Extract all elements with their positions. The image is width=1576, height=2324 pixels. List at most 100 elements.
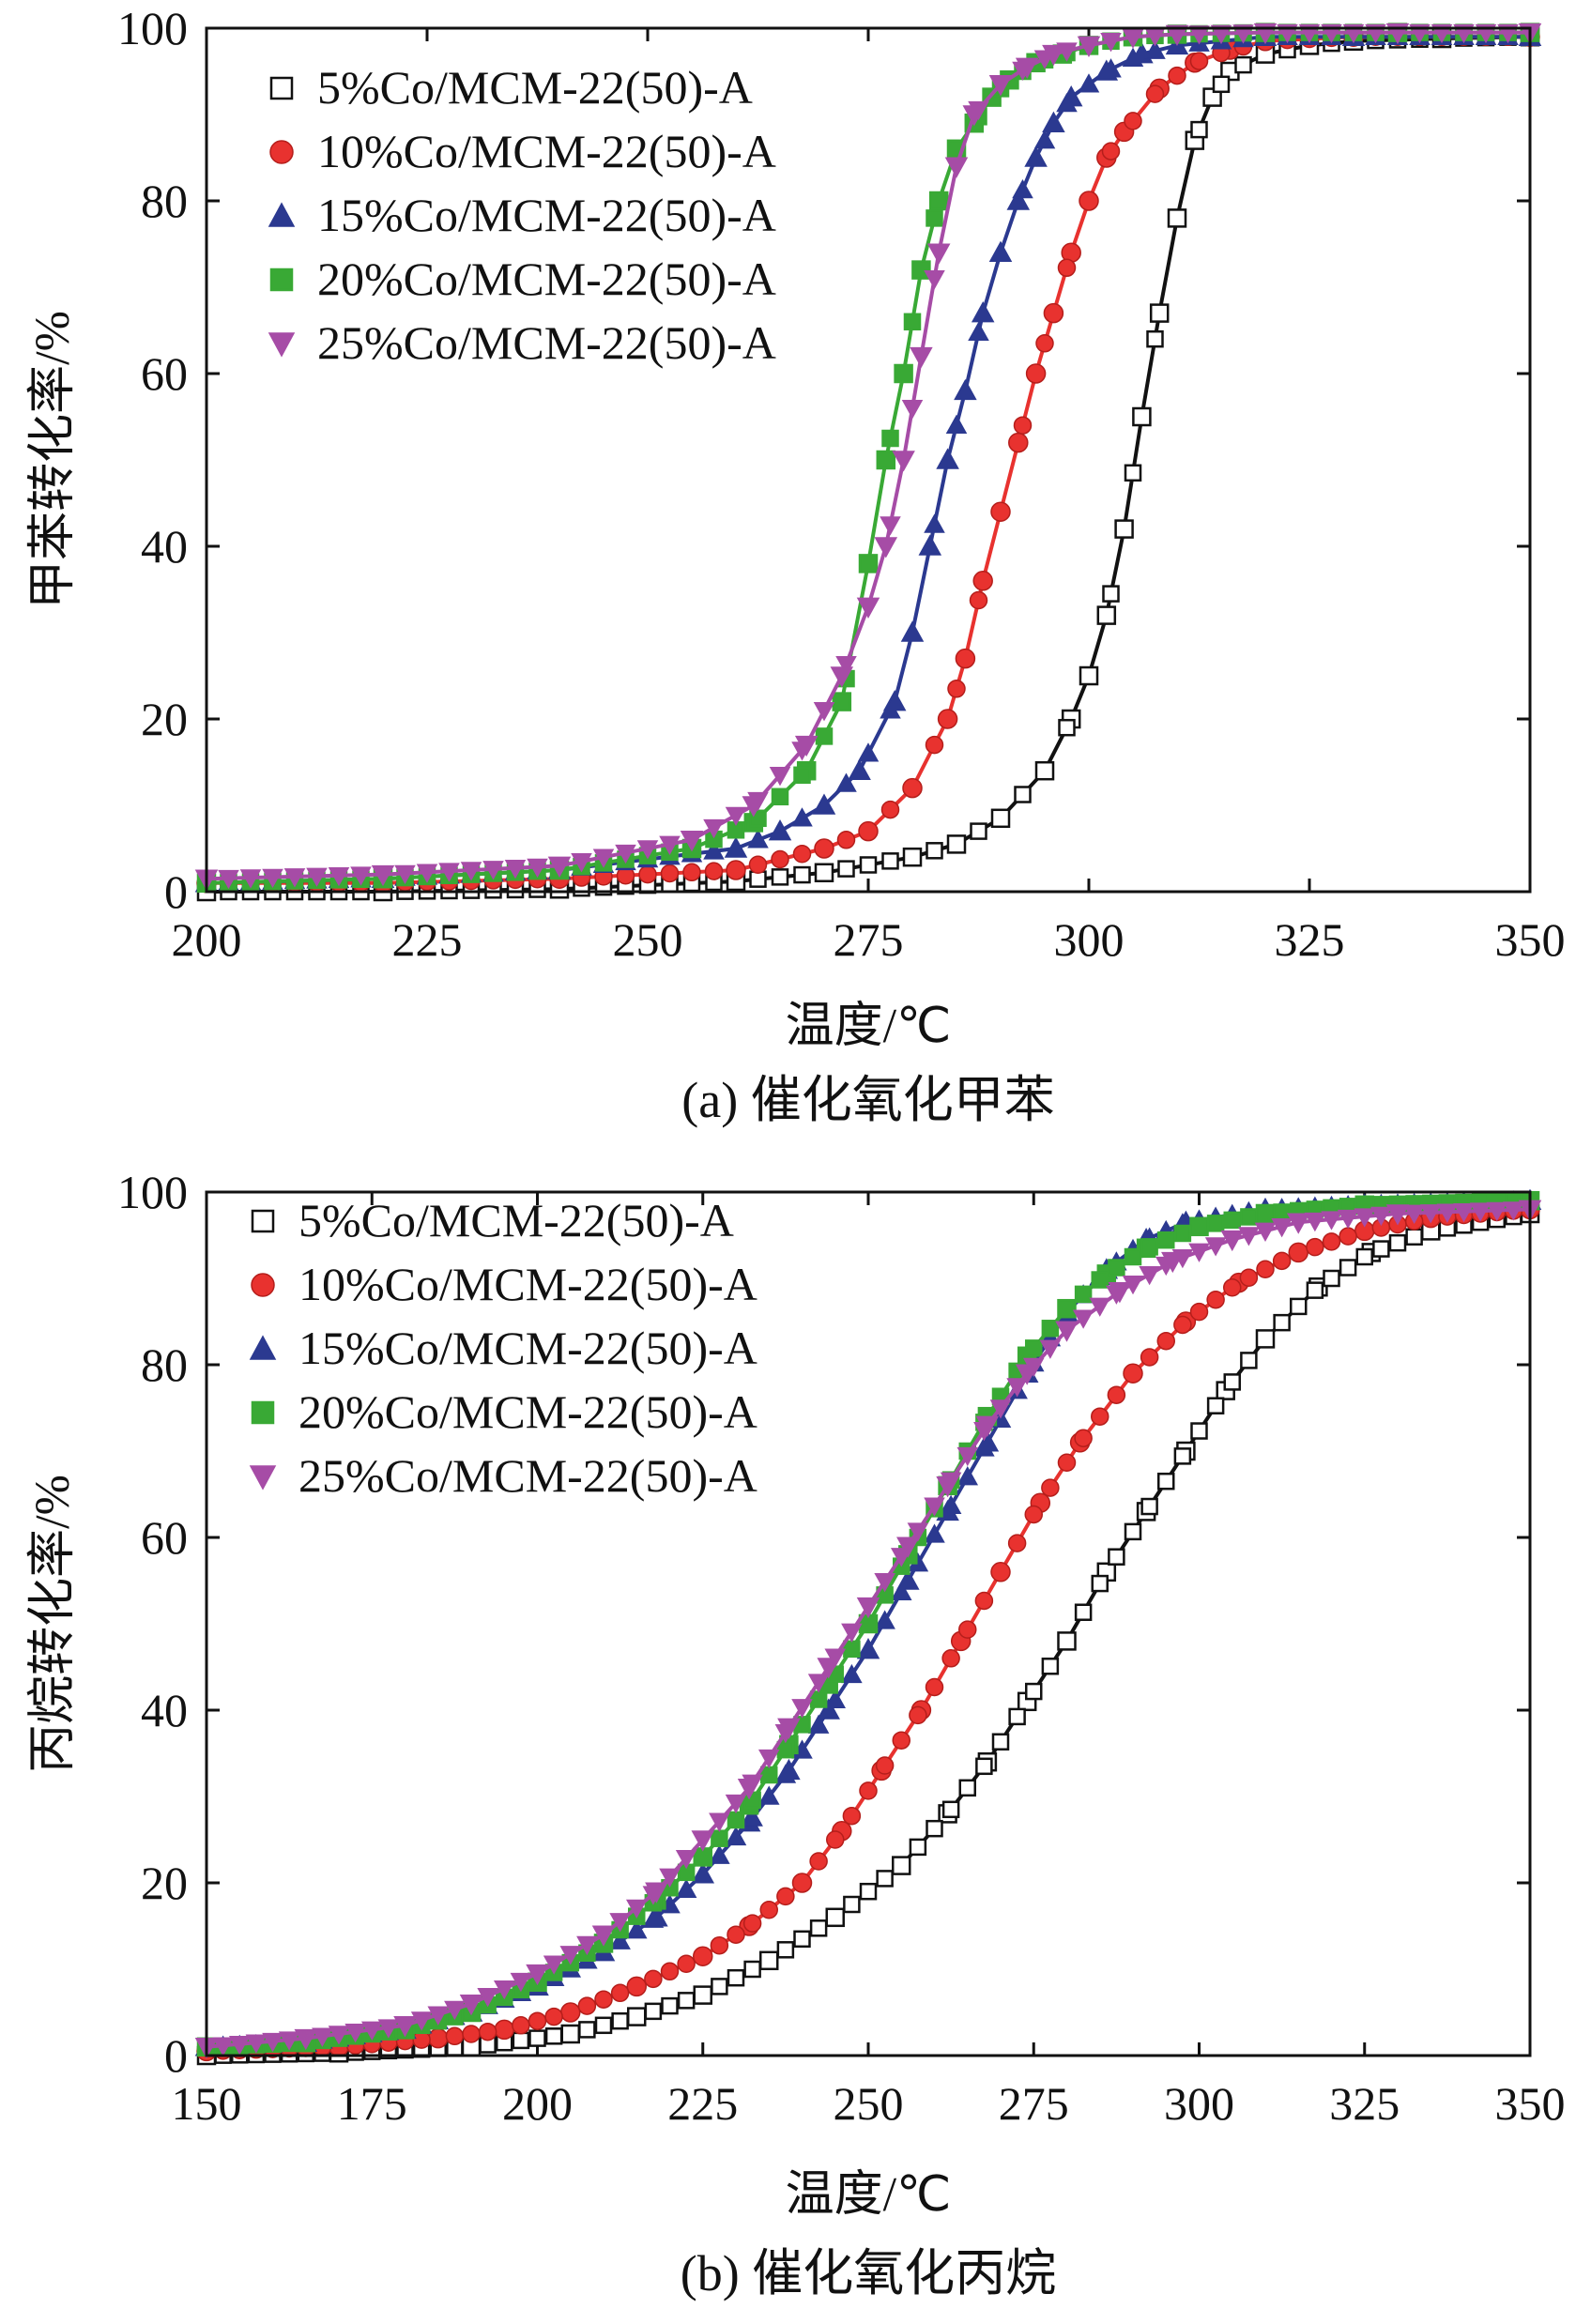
data-point bbox=[1288, 1242, 1308, 1263]
data-point bbox=[988, 75, 1013, 97]
data-point bbox=[312, 2027, 333, 2047]
data-point bbox=[926, 842, 943, 860]
data-point bbox=[1220, 1230, 1245, 1252]
data-point bbox=[940, 1494, 962, 1515]
data-point bbox=[1190, 1422, 1208, 1440]
data-point bbox=[393, 2016, 417, 2038]
data-point bbox=[947, 680, 966, 698]
data-point bbox=[371, 864, 395, 887]
data-point bbox=[970, 822, 987, 840]
data-point bbox=[644, 1969, 663, 1989]
y-tick-label: 80 bbox=[141, 1338, 188, 1391]
data-point bbox=[512, 2016, 530, 2035]
panel-a-x-axis-title: 温度/℃ bbox=[786, 1000, 952, 1053]
data-point bbox=[1405, 1228, 1423, 1246]
panel-b-legend: 5%Co/MCM-22(50)-A 10%Co/MCM-22(50)-A 15%Co… bbox=[249, 1194, 757, 1502]
data-point bbox=[856, 1638, 880, 1659]
data-point bbox=[262, 2032, 283, 2053]
legend-marker bbox=[269, 76, 294, 100]
data-point bbox=[774, 1724, 797, 1744]
data-point bbox=[1043, 302, 1064, 324]
data-point bbox=[1206, 1397, 1225, 1414]
data-point bbox=[835, 655, 857, 676]
data-point bbox=[1041, 1657, 1060, 1675]
panel-b-ticks: 150 175 200 225 250 275 300 325 350 0 20 40 60 80 100 bbox=[117, 1166, 1566, 2130]
data-point bbox=[1055, 1321, 1079, 1342]
data-point bbox=[909, 1838, 927, 1857]
data-point bbox=[1024, 145, 1048, 167]
data-point bbox=[1042, 111, 1065, 132]
data-point bbox=[991, 1733, 1010, 1751]
data-point bbox=[759, 1901, 778, 1919]
data-point bbox=[1256, 1260, 1275, 1279]
data-point bbox=[1056, 92, 1078, 113]
data-point bbox=[910, 346, 933, 369]
data-point bbox=[954, 378, 977, 401]
data-point bbox=[1079, 191, 1099, 211]
data-point bbox=[1114, 519, 1134, 539]
data-point bbox=[1223, 1211, 1241, 1230]
x-tick-label: 150 bbox=[172, 2077, 242, 2130]
data-point bbox=[1033, 130, 1056, 149]
data-point bbox=[711, 1978, 728, 1995]
panel-b-y-axis-title: 丙烷转化率/% bbox=[26, 1475, 80, 1773]
data-point bbox=[1171, 1249, 1194, 1269]
data-point bbox=[262, 868, 283, 889]
legend-marker bbox=[251, 1400, 275, 1425]
data-point bbox=[832, 692, 852, 711]
data-point bbox=[1273, 1203, 1291, 1221]
legend-label: 10%Co/MCM-22(50)-A bbox=[317, 125, 776, 177]
data-point bbox=[1140, 1497, 1158, 1516]
data-point bbox=[1108, 1259, 1125, 1277]
data-point bbox=[493, 1980, 515, 2000]
data-point bbox=[1007, 1534, 1027, 1552]
data-point bbox=[874, 1610, 895, 1629]
data-point bbox=[1057, 1631, 1077, 1651]
data-point bbox=[1022, 1357, 1045, 1378]
data-point bbox=[350, 866, 372, 886]
data-point bbox=[294, 2028, 318, 2051]
data-point bbox=[459, 1995, 483, 2016]
legend-label: 25%Co/MCM-22(50)-A bbox=[298, 1449, 757, 1502]
data-point bbox=[709, 1844, 730, 1864]
data-point bbox=[1339, 1227, 1357, 1246]
data-point bbox=[836, 831, 856, 849]
data-point bbox=[842, 1806, 862, 1826]
data-point bbox=[968, 100, 989, 121]
data-point bbox=[1157, 1472, 1175, 1491]
data-point bbox=[1057, 1453, 1077, 1473]
data-point bbox=[1034, 760, 1055, 781]
y-tick-label: 0 bbox=[164, 865, 188, 918]
legend-label: 10%Co/MCM-22(50)-A bbox=[298, 1258, 757, 1310]
data-point bbox=[1223, 1278, 1242, 1297]
data-point bbox=[946, 834, 967, 854]
data-point bbox=[1041, 1478, 1060, 1497]
data-point bbox=[937, 709, 958, 729]
data-point bbox=[478, 2022, 497, 2041]
legend-marker bbox=[268, 202, 296, 227]
data-point bbox=[560, 2024, 580, 2044]
data-point bbox=[1255, 1203, 1276, 1224]
data-point bbox=[1240, 1352, 1258, 1369]
data-point bbox=[988, 240, 1013, 262]
data-point bbox=[742, 1914, 762, 1933]
data-point bbox=[909, 1705, 927, 1725]
y-tick-label: 60 bbox=[141, 347, 188, 400]
data-point bbox=[971, 301, 995, 323]
data-point bbox=[791, 742, 813, 761]
y-tick-label: 40 bbox=[141, 520, 188, 573]
data-point bbox=[410, 2011, 433, 2031]
y-tick-label: 60 bbox=[141, 1511, 188, 1564]
data-point bbox=[743, 1960, 761, 1979]
series-10%Co/MCM-22(50)-A bbox=[196, 1199, 1540, 2062]
data-point bbox=[769, 767, 791, 787]
data-point bbox=[1436, 1203, 1459, 1223]
data-point bbox=[642, 1908, 665, 1928]
data-point bbox=[809, 1690, 828, 1708]
data-point bbox=[876, 450, 896, 470]
data-point bbox=[874, 537, 898, 558]
data-point bbox=[278, 2031, 300, 2051]
data-point bbox=[576, 1935, 598, 1956]
data-point bbox=[725, 806, 747, 827]
